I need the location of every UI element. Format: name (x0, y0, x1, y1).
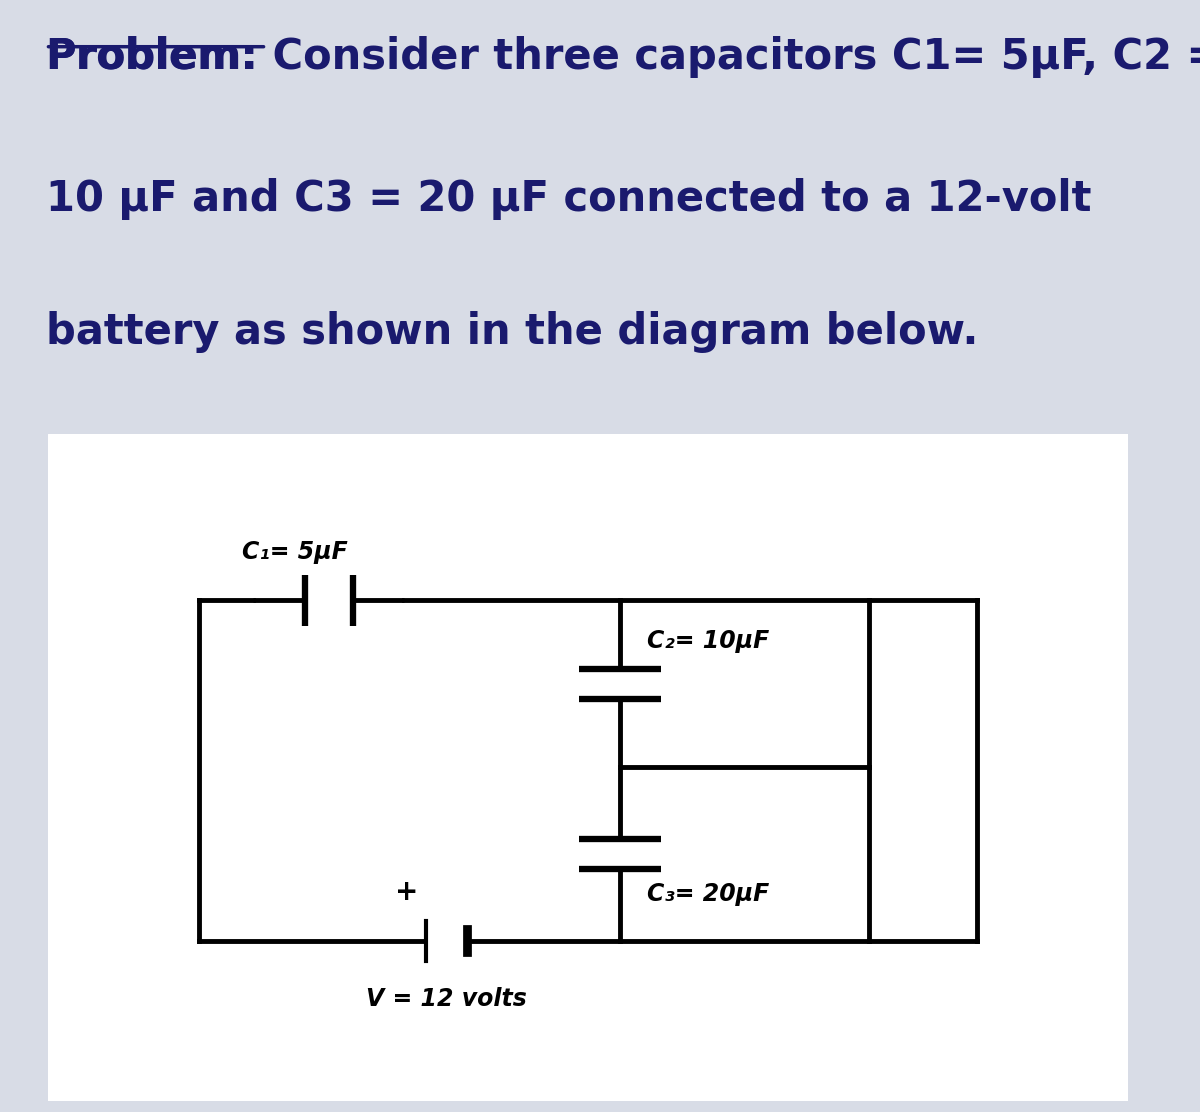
Text: C₁= 5μF: C₁= 5μF (242, 539, 348, 564)
FancyBboxPatch shape (48, 434, 1128, 1101)
Text: C₃= 20μF: C₃= 20μF (648, 882, 769, 906)
Text: V = 12 volts: V = 12 volts (366, 987, 527, 1012)
Text: Problem:: Problem: (46, 36, 258, 78)
Text: +: + (395, 878, 419, 906)
Text: battery as shown in the diagram below.: battery as shown in the diagram below. (46, 311, 978, 354)
Text: 10 μF and C3 = 20 μF connected to a 12-volt: 10 μF and C3 = 20 μF connected to a 12-v… (46, 178, 1091, 220)
Text: C₂= 10μF: C₂= 10μF (648, 628, 769, 653)
Text: Find the equivalent capacitance of the circuit.: Find the equivalent capacitance of the c… (46, 467, 1056, 505)
Text: Problem: Consider three capacitors C1= 5μF, C2 =: Problem: Consider three capacitors C1= 5… (46, 36, 1200, 78)
